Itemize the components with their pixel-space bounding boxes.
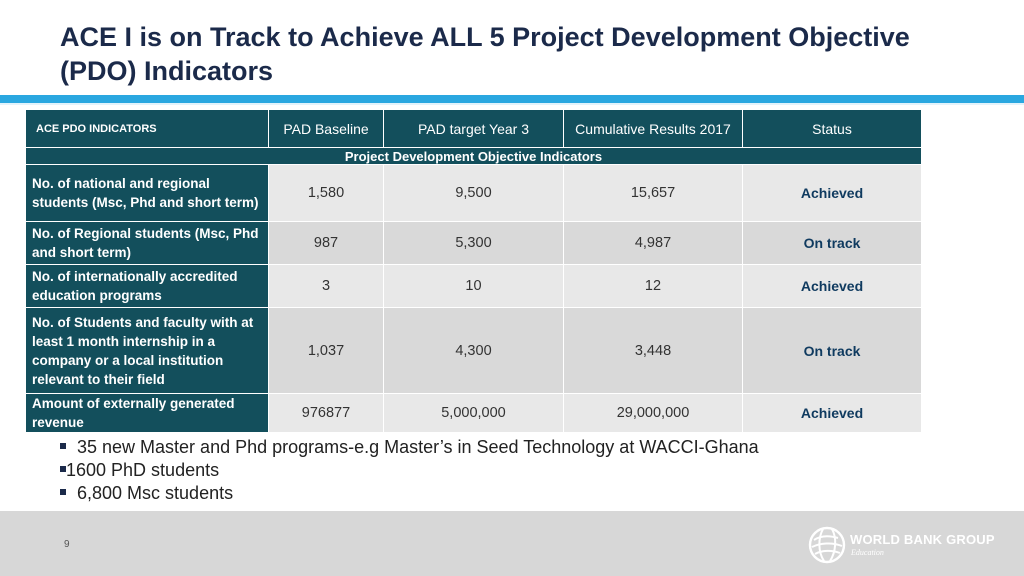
baseline-value: 3 bbox=[268, 264, 384, 308]
target-value: 5,000,000 bbox=[383, 393, 564, 433]
table-row: No. of national and regional students (M… bbox=[25, 164, 922, 222]
header-cumulative: Cumulative Results 2017 bbox=[563, 109, 743, 148]
table-row: Amount of externally generated revenue 9… bbox=[25, 393, 922, 433]
indicator-label: No. of national and regional students (M… bbox=[25, 164, 269, 222]
baseline-value: 1,037 bbox=[268, 307, 384, 394]
status-badge: Achieved bbox=[742, 264, 922, 308]
header-target: PAD target Year 3 bbox=[383, 109, 564, 148]
cumulative-value: 29,000,000 bbox=[563, 393, 743, 433]
square-bullet-icon bbox=[60, 466, 66, 473]
header-indicators: ACE PDO INDICATORS bbox=[25, 109, 269, 148]
indicator-label: No. of internationally accredited educat… bbox=[25, 264, 269, 308]
cumulative-value: 15,657 bbox=[563, 164, 743, 222]
pdo-indicators-table: ACE PDO INDICATORS PAD Baseline PAD targ… bbox=[25, 109, 922, 433]
table-row: No. of Students and faculty with at leas… bbox=[25, 307, 922, 394]
header-baseline: PAD Baseline bbox=[268, 109, 384, 148]
slide-title: ACE I is on Track to Achieve ALL 5 Proje… bbox=[60, 22, 910, 86]
indicator-label: No. of Students and faculty with at leas… bbox=[25, 307, 269, 394]
square-bullet-icon bbox=[60, 489, 66, 496]
cumulative-value: 4,987 bbox=[563, 221, 743, 265]
title-divider-shadow bbox=[0, 103, 1024, 105]
square-bullet-icon bbox=[60, 443, 66, 450]
status-badge: Achieved bbox=[742, 164, 922, 222]
logo-subtitle: Education bbox=[851, 548, 884, 557]
table-row: No. of internationally accredited educat… bbox=[25, 264, 922, 308]
bullet-list: 35 new Master and Phd programs-e.g Maste… bbox=[60, 436, 960, 505]
bullet-item: 35 new Master and Phd programs-e.g Maste… bbox=[60, 436, 960, 459]
baseline-value: 987 bbox=[268, 221, 384, 265]
status-badge: Achieved bbox=[742, 393, 922, 433]
bullet-item: 6,800 Msc students bbox=[60, 482, 960, 505]
logo-name: WORLD BANK GROUP bbox=[850, 532, 995, 547]
target-value: 9,500 bbox=[383, 164, 564, 222]
status-badge: On track bbox=[742, 307, 922, 394]
slide-footer bbox=[0, 511, 1024, 576]
bullet-item: 1600 PhD students bbox=[60, 459, 960, 482]
section-label: Project Development Objective Indicators bbox=[25, 147, 922, 165]
header-status: Status bbox=[742, 109, 922, 148]
target-value: 5,300 bbox=[383, 221, 564, 265]
target-value: 4,300 bbox=[383, 307, 564, 394]
table-row: No. of Regional students (Msc, Phd and s… bbox=[25, 221, 922, 265]
title-divider bbox=[0, 95, 1024, 103]
cumulative-value: 3,448 bbox=[563, 307, 743, 394]
status-badge: On track bbox=[742, 221, 922, 265]
world-bank-logo: WORLD BANK GROUP Education bbox=[808, 526, 1008, 566]
globe-icon bbox=[808, 526, 846, 564]
baseline-value: 976877 bbox=[268, 393, 384, 433]
target-value: 10 bbox=[383, 264, 564, 308]
cumulative-value: 12 bbox=[563, 264, 743, 308]
baseline-value: 1,580 bbox=[268, 164, 384, 222]
indicator-label: Amount of externally generated revenue bbox=[25, 393, 269, 433]
page-number: 9 bbox=[64, 539, 70, 550]
indicator-label: No. of Regional students (Msc, Phd and s… bbox=[25, 221, 269, 265]
